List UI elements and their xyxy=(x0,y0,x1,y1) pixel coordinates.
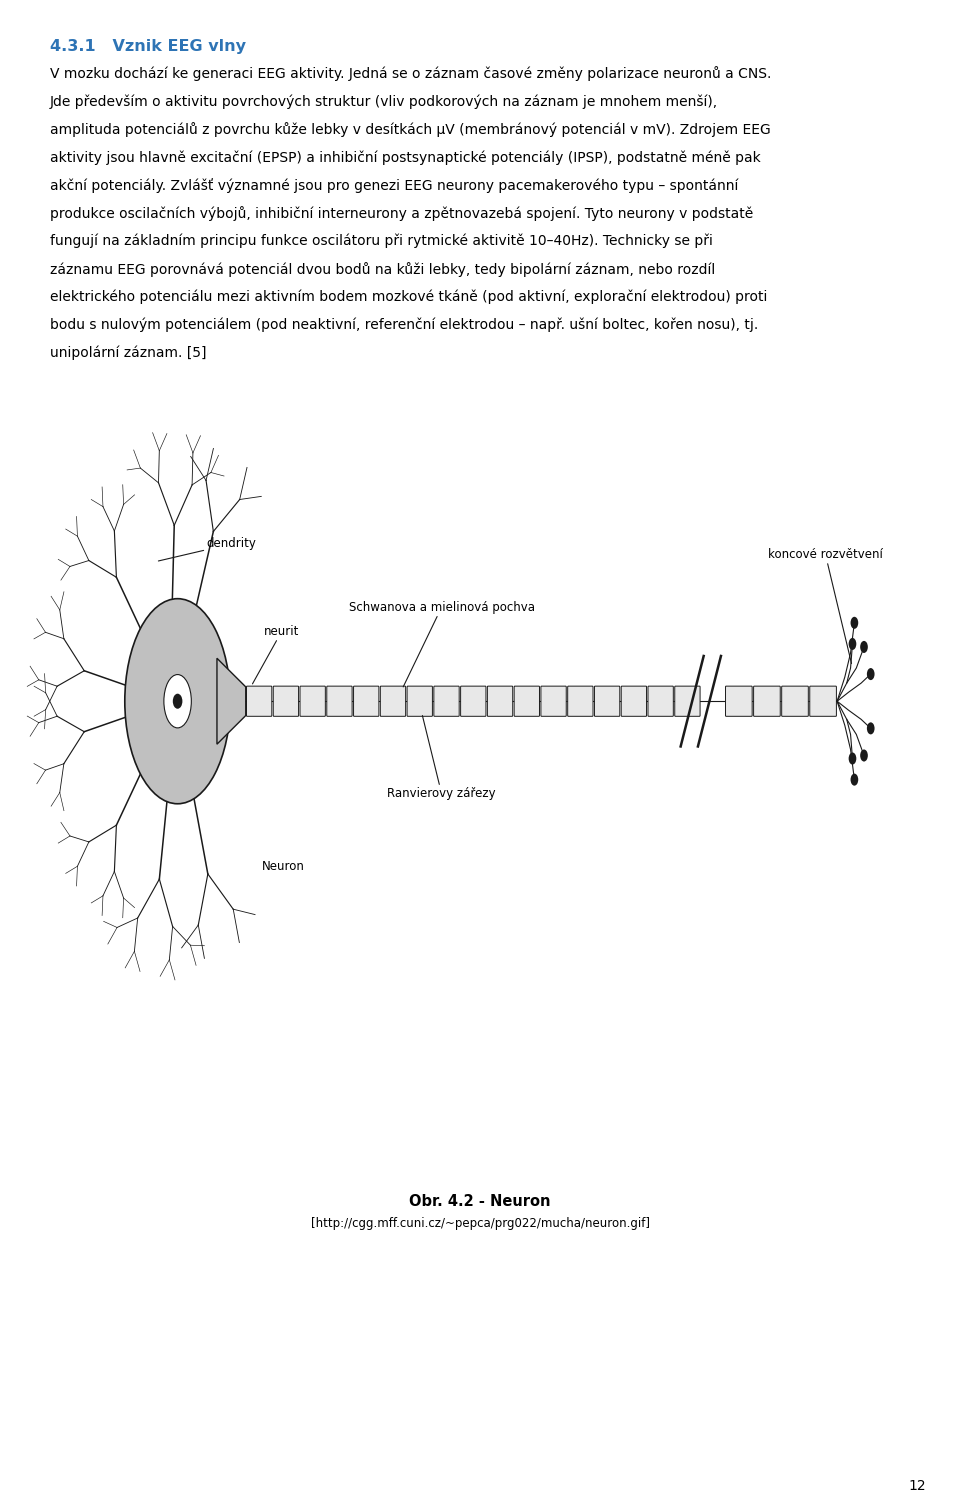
Circle shape xyxy=(860,749,868,762)
Text: V mozku dochází ke generaci EEG aktivity. Jedná se o záznam časové změny polariz: V mozku dochází ke generaci EEG aktivity… xyxy=(50,66,771,81)
FancyBboxPatch shape xyxy=(274,686,299,716)
Text: fungují na základním principu funkce oscilátoru při rytmické aktivitě 10–40Hz). : fungují na základním principu funkce osc… xyxy=(50,234,712,249)
Ellipse shape xyxy=(164,674,191,728)
FancyBboxPatch shape xyxy=(594,686,620,716)
FancyBboxPatch shape xyxy=(488,686,513,716)
Polygon shape xyxy=(217,657,246,743)
Text: bodu s nulovým potenciálem (pod neaktivní, referenční elektrodou – např. ušní bo: bodu s nulovým potenciálem (pod neaktivn… xyxy=(50,318,758,332)
Text: 12: 12 xyxy=(909,1479,926,1493)
FancyBboxPatch shape xyxy=(726,686,753,716)
Text: koncové rozvětvení: koncové rozvětvení xyxy=(768,547,883,664)
Text: [http://cgg.mff.cuni.cz/~pepca/prg022/mucha/neuron.gif]: [http://cgg.mff.cuni.cz/~pepca/prg022/mu… xyxy=(310,1217,650,1231)
Text: dendrity: dendrity xyxy=(158,537,256,561)
FancyBboxPatch shape xyxy=(380,686,406,716)
Text: Ranvierovy zářezy: Ranvierovy zářezy xyxy=(387,716,496,801)
Text: elektrického potenciálu mezi aktivním bodem mozkové tkáně (pod aktivní, explorač: elektrického potenciálu mezi aktivním bo… xyxy=(50,290,767,305)
FancyBboxPatch shape xyxy=(810,686,836,716)
FancyBboxPatch shape xyxy=(434,686,459,716)
FancyBboxPatch shape xyxy=(515,686,540,716)
FancyBboxPatch shape xyxy=(621,686,646,716)
Text: Neuron: Neuron xyxy=(262,860,304,873)
Text: akční potenciály. Zvlášť významné jsou pro genezi EEG neurony pacemakerového typ: akční potenciály. Zvlášť významné jsou p… xyxy=(50,178,738,193)
Text: záznamu EEG porovnává potenciál dvou bodů na kůži lebky, tedy bipolární záznam, : záznamu EEG porovnává potenciál dvou bod… xyxy=(50,262,715,276)
Circle shape xyxy=(851,774,858,786)
Circle shape xyxy=(867,722,875,734)
Circle shape xyxy=(851,617,858,629)
Text: Schwanova a mielinová pochva: Schwanova a mielinová pochva xyxy=(348,600,535,688)
Text: Jde především o aktivitu povrchových struktur (vliv podkorových na záznam je mno: Jde především o aktivitu povrchových str… xyxy=(50,93,718,109)
Text: neurit: neurit xyxy=(252,624,300,685)
Text: 4.3.1   Vznik EEG vlny: 4.3.1 Vznik EEG vlny xyxy=(50,39,246,54)
FancyBboxPatch shape xyxy=(247,686,272,716)
FancyBboxPatch shape xyxy=(567,686,593,716)
FancyBboxPatch shape xyxy=(781,686,808,716)
FancyBboxPatch shape xyxy=(648,686,673,716)
Text: produkce oscilačních výbojů, inhibiční interneurony a zpětnovazebá spojení. Tyto: produkce oscilačních výbojů, inhibiční i… xyxy=(50,207,754,220)
FancyBboxPatch shape xyxy=(326,686,352,716)
FancyBboxPatch shape xyxy=(407,686,432,716)
Text: aktivity jsou hlavně excitační (EPSP) a inhibiční postsynaptické potenciály (IPS: aktivity jsou hlavně excitační (EPSP) a … xyxy=(50,151,760,164)
Text: amplituda potenciálů z povrchu kůže lebky v desítkách μV (membránový potenciál v: amplituda potenciálů z povrchu kůže lebk… xyxy=(50,122,771,137)
FancyBboxPatch shape xyxy=(540,686,566,716)
FancyBboxPatch shape xyxy=(461,686,486,716)
Circle shape xyxy=(860,641,868,653)
Text: unipolární záznam. [5]: unipolární záznam. [5] xyxy=(50,345,206,360)
Ellipse shape xyxy=(125,599,230,804)
Circle shape xyxy=(849,638,856,650)
FancyBboxPatch shape xyxy=(300,686,325,716)
FancyBboxPatch shape xyxy=(754,686,780,716)
Circle shape xyxy=(173,694,182,709)
Text: Obr. 4.2 - Neuron: Obr. 4.2 - Neuron xyxy=(409,1194,551,1209)
Circle shape xyxy=(867,668,875,680)
FancyBboxPatch shape xyxy=(353,686,379,716)
Circle shape xyxy=(849,752,856,765)
FancyBboxPatch shape xyxy=(675,686,700,716)
